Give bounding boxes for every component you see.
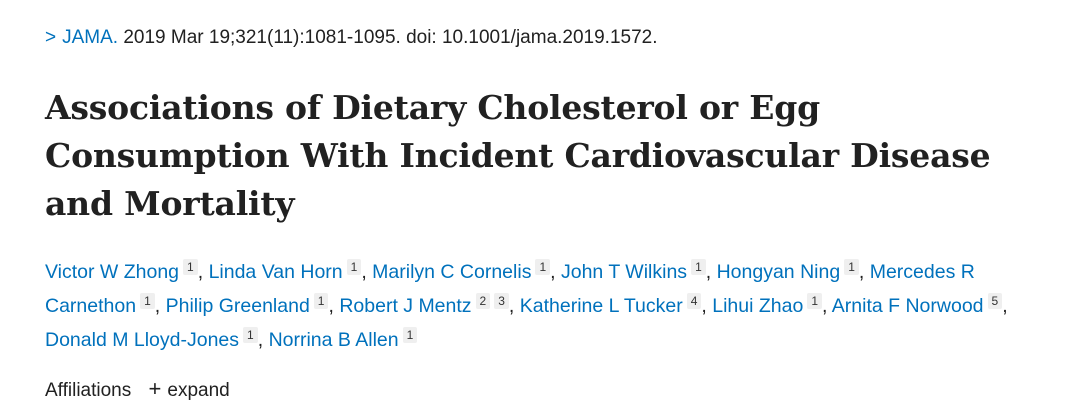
citation-details: 2019 Mar 19;321(11):1081-1095. doi: 10.1… <box>123 27 658 48</box>
author-link[interactable]: Linda Van Horn <box>208 261 343 283</box>
author-link[interactable]: Lihui Zhao <box>712 295 804 317</box>
affiliation-badge[interactable]: 1 <box>243 327 258 343</box>
author-separator: , <box>701 295 713 317</box>
author-list: Victor W Zhong 1, Linda Van Horn 1, Marily… <box>45 255 1035 357</box>
author-item: Linda Van Horn 1 <box>208 259 362 283</box>
author-separator: , <box>550 261 561 283</box>
author-item: Lihui Zhao 1 <box>712 293 823 317</box>
author-item: Arnita F Norwood 5 <box>831 293 1003 317</box>
author-separator: , <box>257 329 269 351</box>
citation-line: > JAMA. 2019 Mar 19;321(11):1081-1095. do… <box>45 26 658 50</box>
author-link[interactable]: Philip Greenland <box>165 295 310 317</box>
article-title: Associations of Dietary Cholesterol or E… <box>45 88 991 223</box>
author-link[interactable]: Arnita F Norwood <box>831 295 984 317</box>
author-item: Mercedes R Carnethon 1 <box>45 261 975 317</box>
author-separator: , <box>822 295 832 317</box>
author-item: Marilyn C Cornelis 1 <box>372 259 551 283</box>
affiliation-badge[interactable]: 1 <box>313 293 329 309</box>
author-link[interactable]: Victor W Zhong <box>45 261 180 283</box>
expand-label: expand <box>167 380 230 401</box>
author-link[interactable]: Hongyan Ning <box>716 261 841 283</box>
author-separator: , <box>328 295 340 317</box>
author-link[interactable]: John T Wilkins <box>560 261 688 283</box>
affiliation-badge[interactable]: 5 <box>987 293 1003 309</box>
author-link[interactable]: Robert J Mentz <box>339 295 472 317</box>
affiliation-badge[interactable]: 1 <box>346 259 362 275</box>
author-link[interactable]: Norrina B Allen <box>268 329 399 351</box>
author-separator: , <box>361 261 373 283</box>
author-item: Norrina B Allen 1 <box>268 327 418 351</box>
affiliation-badge[interactable]: 4 <box>686 293 702 309</box>
author-link[interactable]: Donald M Lloyd-Jones <box>45 329 240 351</box>
affiliation-badge[interactable]: 1 <box>535 259 551 275</box>
author-item: Victor W Zhong 1 <box>45 259 198 283</box>
author-link[interactable]: Katherine L Tucker <box>519 295 683 317</box>
author-item: Katherine L Tucker 4 <box>519 293 702 317</box>
plus-icon: + <box>148 376 162 401</box>
author-separator: , <box>197 261 209 283</box>
affiliation-badge[interactable]: 1 <box>691 259 706 275</box>
author-separator: , <box>705 261 717 283</box>
chevron-right-icon: > <box>45 27 57 48</box>
author-separator: , <box>858 261 870 283</box>
author-item: Philip Greenland 1 <box>165 293 329 317</box>
author-separator: , <box>508 295 520 317</box>
author-link[interactable]: Marilyn C Cornelis <box>372 261 532 283</box>
affiliations-label: Affiliations <box>45 380 132 401</box>
affiliation-badge[interactable]: 1 <box>807 293 823 309</box>
journal-link[interactable]: JAMA. <box>62 27 119 48</box>
affiliation-badge[interactable]: 2 <box>475 293 491 309</box>
affiliation-badge[interactable]: 1 <box>402 327 418 343</box>
expand-toggle[interactable]: + expand <box>137 377 230 402</box>
affiliations-section: Affiliations + expand <box>45 377 230 403</box>
author-separator: , <box>154 295 166 317</box>
author-item: Robert J Mentz 2 3 <box>339 293 509 317</box>
author-item: Hongyan Ning 1 <box>716 259 859 283</box>
author-separator: , <box>1002 295 1008 317</box>
affiliation-badge[interactable]: 3 <box>494 293 509 309</box>
author-link[interactable]: Mercedes R Carnethon <box>45 261 975 317</box>
affiliation-badge[interactable]: 1 <box>183 259 198 275</box>
author-item: Donald M Lloyd-Jones 1 <box>45 327 258 351</box>
affiliation-badge[interactable]: 1 <box>140 293 155 309</box>
author-item: John T Wilkins 1 <box>560 259 706 283</box>
affiliation-badge[interactable]: 1 <box>844 259 859 275</box>
